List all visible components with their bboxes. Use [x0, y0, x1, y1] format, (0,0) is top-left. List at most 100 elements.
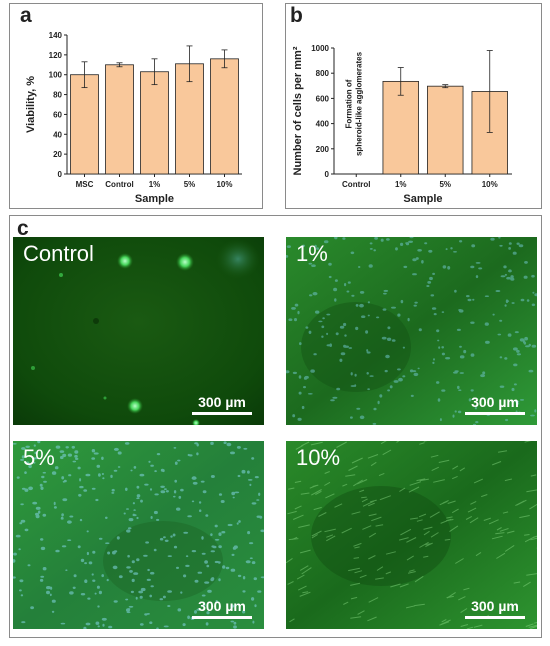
cell-nucleus — [323, 240, 329, 244]
cell-nucleus — [72, 460, 77, 463]
cell-nucleus — [409, 369, 414, 373]
cell-nucleus — [176, 566, 179, 569]
cell-fiber — [324, 481, 331, 486]
cell-fiber — [354, 546, 360, 549]
cell-nucleus — [210, 441, 214, 445]
cell-nucleus — [499, 356, 503, 359]
cell-nucleus — [218, 545, 222, 549]
micrograph-10-percent: 10% 300 µm — [286, 441, 537, 629]
panel-letter-c: c — [17, 217, 29, 240]
cell-fiber — [343, 601, 349, 605]
cell-nucleus — [153, 510, 158, 515]
cell-nucleus — [230, 568, 236, 572]
cell-fiber — [359, 489, 365, 493]
micrograph-1-percent: 1% 300 µm — [286, 237, 537, 425]
micrograph-label: 10% — [296, 445, 341, 470]
y-tick-label: 800 — [316, 69, 330, 78]
bar — [427, 85, 464, 175]
cell-nucleus — [217, 561, 221, 564]
cell-nucleus — [173, 545, 178, 549]
cell-fiber — [447, 500, 456, 504]
cell-nucleus — [59, 450, 65, 453]
cell-nucleus — [309, 294, 313, 297]
cell-nucleus — [85, 473, 91, 477]
cell-nucleus — [458, 389, 462, 391]
cell-nucleus — [373, 407, 377, 411]
bar — [70, 74, 99, 175]
cell-nucleus — [185, 555, 189, 558]
cell-nucleus — [359, 415, 365, 420]
cell-nucleus — [490, 237, 495, 241]
y-tick-label: 20 — [53, 150, 62, 159]
cell-nucleus — [516, 353, 521, 356]
cell-nucleus — [138, 590, 144, 594]
cell-fiber — [416, 478, 426, 482]
cell-nucleus — [111, 488, 115, 492]
cell-nucleus — [210, 533, 213, 536]
cell-nucleus — [95, 498, 99, 502]
cell-nucleus — [40, 538, 44, 541]
cell-nucleus — [124, 442, 130, 445]
cell-fiber — [385, 571, 392, 575]
cell-nucleus — [470, 353, 475, 357]
cell-nucleus — [429, 276, 433, 281]
bar — [140, 71, 169, 175]
cell-nucleus — [302, 244, 305, 247]
cell-nucleus — [330, 399, 335, 402]
cell-nucleus — [153, 548, 157, 552]
cell-nucleus — [127, 527, 132, 530]
cell-nucleus — [247, 470, 250, 474]
micrograph-label: 5% — [23, 445, 55, 470]
cell-fiber — [287, 510, 297, 515]
cell-fiber — [533, 535, 537, 538]
cell-fiber — [368, 555, 376, 560]
cell-nucleus — [513, 383, 517, 386]
cell-fiber — [414, 603, 425, 607]
x-tick-label: Control — [105, 180, 133, 189]
cell-nucleus — [516, 349, 520, 353]
scale-bar-line — [192, 412, 252, 415]
cell-fiber — [460, 608, 468, 614]
cell-nucleus — [437, 398, 441, 402]
cell-nucleus — [125, 598, 129, 601]
cell-nucleus — [38, 510, 41, 514]
cell-nucleus — [511, 387, 515, 392]
cell-fiber — [367, 454, 379, 459]
scale-bar: 300 µm — [465, 599, 525, 619]
cell-nucleus — [96, 585, 100, 589]
cell-nucleus — [480, 374, 485, 378]
x-axis-title: Sample — [403, 193, 442, 205]
cell-fiber — [342, 483, 348, 487]
cell-nucleus — [136, 497, 140, 500]
x-tick-label: 1% — [149, 180, 161, 189]
cell-nucleus — [475, 275, 479, 279]
cell-nucleus — [191, 550, 197, 553]
cell-nucleus — [113, 447, 119, 451]
cell-nucleus — [25, 445, 30, 448]
cell-nucleus — [132, 502, 135, 505]
cell-nucleus — [368, 264, 373, 268]
cell-nucleus — [257, 590, 262, 593]
cell-nucleus — [128, 605, 134, 608]
cell-nucleus — [191, 476, 197, 480]
y-tick-label: 80 — [53, 91, 62, 100]
cell-nucleus — [355, 304, 359, 307]
cell-nucleus — [180, 591, 183, 594]
cell-fiber — [423, 526, 433, 530]
cell-nucleus — [343, 322, 347, 327]
cell-nucleus — [336, 387, 341, 391]
cell-nucleus — [13, 576, 16, 579]
cell-nucleus — [242, 590, 246, 593]
cell-nucleus — [21, 487, 26, 490]
cell-nucleus — [146, 578, 151, 581]
cell-nucleus — [41, 475, 45, 479]
cell-fiber — [524, 534, 530, 536]
cell-nucleus — [13, 552, 17, 556]
cell-fiber — [312, 484, 319, 487]
cell-nucleus — [74, 450, 79, 454]
cell-nucleus — [85, 622, 91, 626]
cell-fiber — [348, 567, 361, 572]
cell-nucleus — [204, 581, 210, 584]
cell-nucleus — [441, 389, 446, 392]
x-tick-label: 5% — [439, 180, 451, 189]
